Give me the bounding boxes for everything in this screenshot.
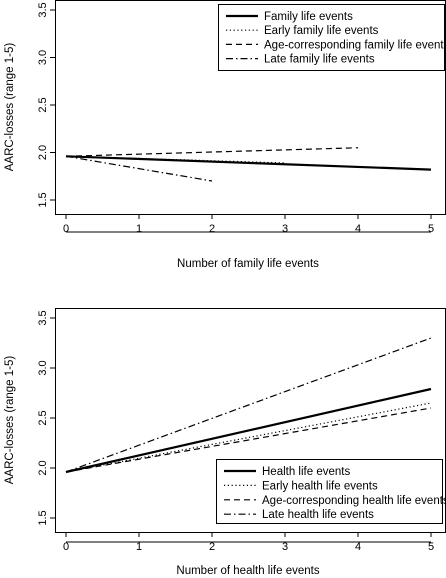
legend-label: Early health life events: [262, 480, 378, 492]
x-tick-label: 0: [63, 223, 69, 235]
y-tick-label: 3.0: [37, 50, 49, 65]
x-axis-title: Number of health life events: [176, 565, 319, 577]
legend: Health life events Early health life even…: [216, 459, 446, 524]
y-tick-label: 3.5: [37, 2, 49, 17]
chart-panel-2: 0 1 2 3 4 5 1.5 2.0 2.5 3.0 3.5 Number of health li…: [4, 308, 446, 577]
x-tick-label: 3: [282, 541, 288, 553]
x-tick-label: 5: [428, 541, 434, 553]
x-tick-label: 3: [282, 223, 288, 235]
y-tick-label: 2.5: [37, 97, 49, 112]
y-tick-label: 1.5: [37, 510, 49, 525]
legend-label: Age-corresponding family life events: [264, 39, 446, 51]
y-axis-title: AARC-losses (range 1-5): [4, 356, 16, 485]
legend-label: Early family life events: [264, 25, 379, 37]
y-axis-title: AARC-losses (range 1-5): [4, 43, 16, 172]
y-tick-label: 2.5: [37, 410, 49, 425]
series-line-dashed: [65, 147, 359, 157]
legend-label: Late health life events: [262, 509, 374, 521]
legend-label: Family life events: [264, 11, 353, 23]
x-tick-label: 5: [428, 223, 434, 235]
legend-label: Age-corresponding health life events: [262, 495, 446, 507]
series-line-dotted: [65, 155, 286, 164]
y-tick-label: 3.0: [37, 360, 49, 375]
y-tick-label: 3.5: [37, 310, 49, 325]
x-tick-label: 1: [136, 541, 142, 553]
series-line-dashdot: [65, 337, 432, 473]
y-tick-label: 1.5: [37, 192, 49, 207]
legend-label: Health life events: [262, 466, 350, 478]
x-tick-label: 0: [63, 541, 69, 553]
y-tick-label: 2.0: [37, 460, 49, 475]
series-line-solid: [65, 387, 432, 474]
chart-panel-1: 0 1 2 3 4 5 1.5 2.0 2.5 3.0 3.5 Number of family li…: [4, 0, 446, 270]
x-tick-label: 2: [209, 541, 215, 553]
x-axis-title: Number of family life events: [177, 258, 319, 270]
series-line-dashdot: [65, 155, 213, 182]
x-tick-label: 4: [355, 223, 361, 235]
x-tick-label: 1: [136, 223, 142, 235]
x-tick-label: 2: [209, 223, 215, 235]
series-line-dashed: [65, 407, 432, 473]
y-tick-label: 2.0: [37, 145, 49, 160]
series-line-dotted: [65, 402, 432, 473]
legend-label: Late family life events: [264, 54, 375, 66]
series-line-solid: [65, 155, 432, 171]
x-tick-label: 4: [355, 541, 361, 553]
legend: Family life events Early family life even…: [218, 4, 446, 71]
